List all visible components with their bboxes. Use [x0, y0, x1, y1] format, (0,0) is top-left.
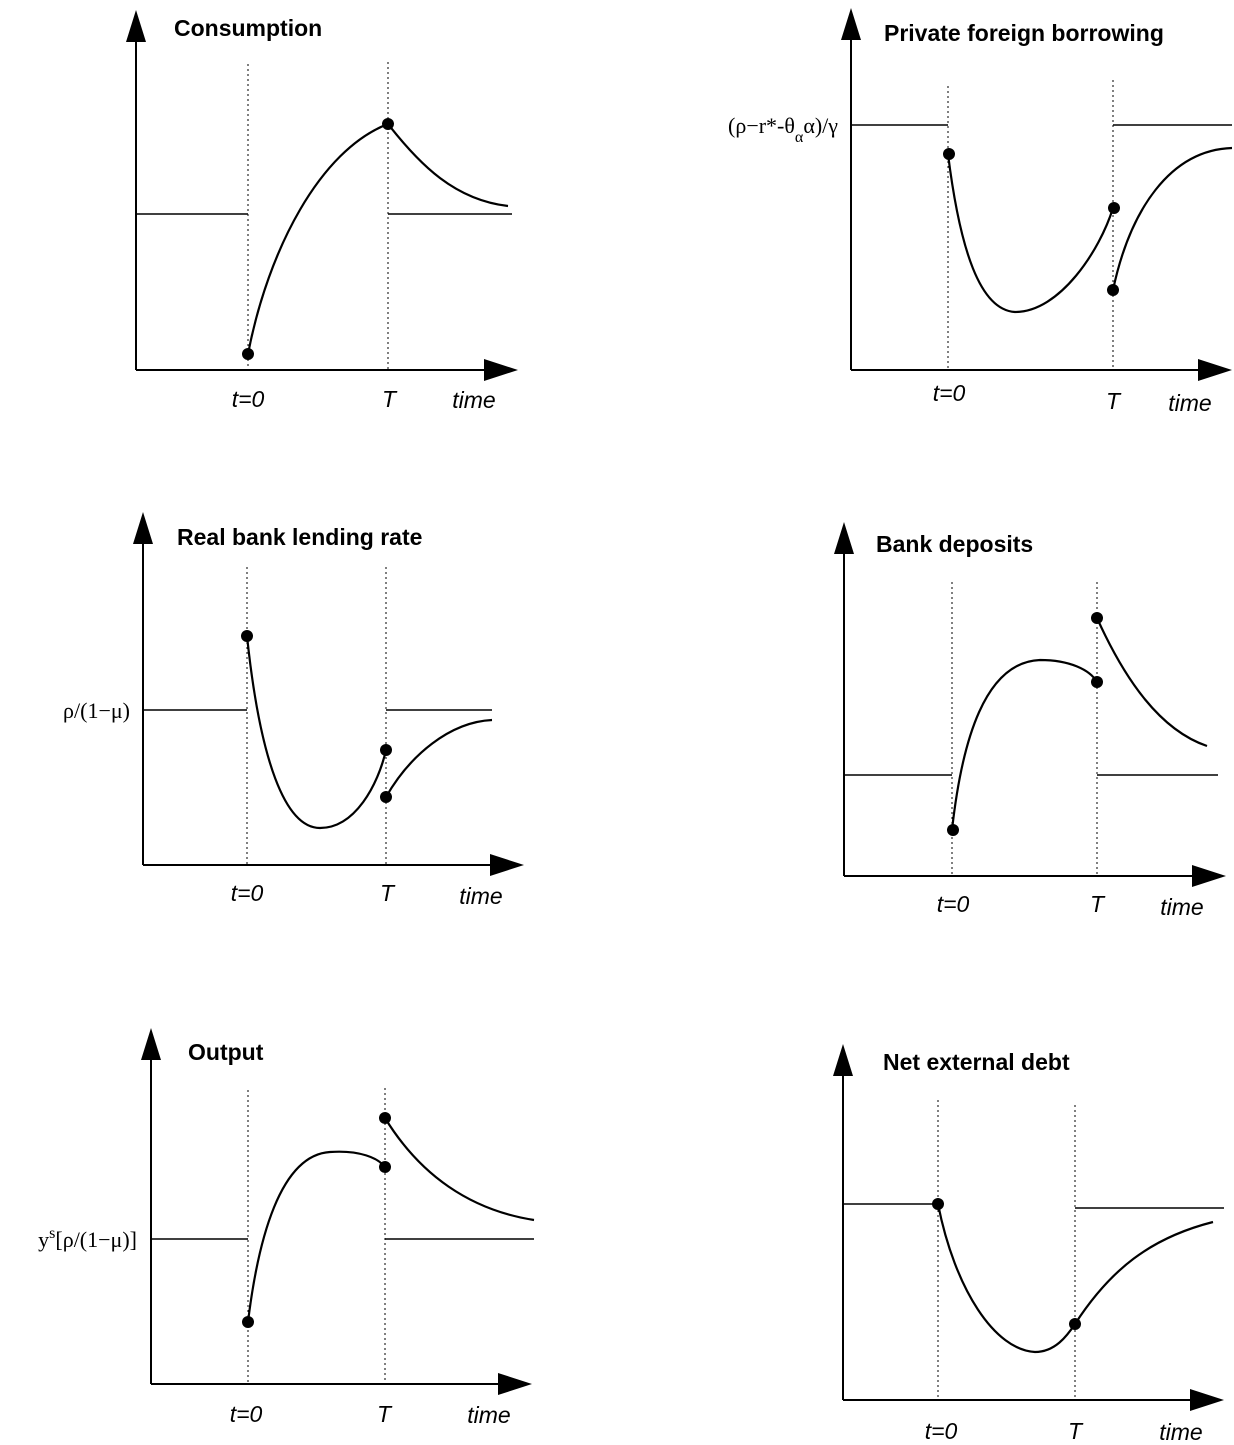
- level-label: ys[ρ/(1−μ)]: [38, 1225, 137, 1252]
- level-label: (ρ−r*-θαα)/γ: [728, 113, 838, 146]
- x-axis-arrow: [484, 359, 518, 381]
- transition-path-1: [936, 1203, 1076, 1354]
- panel-net-external-debt: Net external debt t=0 T time: [833, 1044, 1224, 1445]
- jump-point: [379, 1161, 391, 1173]
- panel-output: Output ys[ρ/(1−μ)] t=0 T time: [38, 1028, 535, 1428]
- transition-path-2: [387, 123, 509, 208]
- x-axis-label: time: [1159, 1419, 1202, 1445]
- panel-title: Consumption: [174, 15, 322, 41]
- jump-point: [1091, 676, 1103, 688]
- y-axis-arrow: [841, 8, 861, 40]
- transition-path-2: [1111, 146, 1233, 291]
- jump-point: [947, 824, 959, 836]
- tick-t0: t=0: [925, 1418, 958, 1444]
- tick-t0: t=0: [232, 386, 265, 412]
- x-axis-arrow: [1190, 1389, 1224, 1411]
- jump-point: [380, 744, 392, 756]
- y-axis-arrow: [133, 512, 153, 544]
- transition-path-1: [950, 658, 1098, 831]
- x-axis-label: time: [467, 1402, 510, 1428]
- y-axis-arrow: [834, 522, 854, 554]
- panel-bank-deposits: Bank deposits t=0 T time: [834, 522, 1226, 920]
- level-label: ρ/(1−μ): [63, 698, 130, 723]
- jump-point: [242, 1316, 254, 1328]
- panel-title: Private foreign borrowing: [884, 20, 1164, 46]
- x-axis-label: time: [1168, 390, 1211, 416]
- jump-point: [242, 348, 254, 360]
- jump-point: [379, 1112, 391, 1124]
- jump-point: [1091, 612, 1103, 624]
- tick-T: T: [1068, 1418, 1084, 1444]
- x-axis-arrow: [1192, 865, 1226, 887]
- x-axis-arrow: [498, 1373, 532, 1395]
- x-axis-label: time: [1160, 894, 1203, 920]
- jump-point: [380, 791, 392, 803]
- tick-t0: t=0: [230, 1401, 263, 1427]
- jump-point: [241, 630, 253, 642]
- panel-title: Net external debt: [883, 1049, 1070, 1075]
- tick-T: T: [382, 386, 398, 412]
- transition-path-2: [1074, 1220, 1214, 1325]
- jump-point: [943, 148, 955, 160]
- tick-t0: t=0: [937, 891, 970, 917]
- transition-path-1: [245, 635, 388, 830]
- y-axis-arrow: [126, 10, 146, 42]
- jump-point: [382, 118, 394, 130]
- jump-point: [1107, 284, 1119, 296]
- jump-point: [932, 1198, 944, 1210]
- panel-title: Bank deposits: [876, 531, 1033, 557]
- jump-point: [1069, 1318, 1081, 1330]
- panel-consumption: Consumption t=0 T time: [126, 10, 518, 413]
- x-axis-label: time: [459, 883, 502, 909]
- jump-point: [1108, 202, 1120, 214]
- x-axis-label: time: [452, 387, 495, 413]
- tick-T: T: [380, 880, 396, 906]
- tick-T: T: [1106, 388, 1122, 414]
- tick-t0: t=0: [231, 880, 264, 906]
- tick-T: T: [1090, 891, 1106, 917]
- transition-path-1: [246, 122, 389, 355]
- x-axis-arrow: [490, 854, 524, 876]
- panel-real-bank-lending-rate: Real bank lending rate ρ/(1−μ) t=0 T tim…: [63, 512, 524, 909]
- transition-path-1: [246, 1150, 386, 1323]
- transition-path-1: [946, 153, 1115, 314]
- transition-path-2: [1095, 617, 1208, 748]
- panel-private-foreign-borrowing: Private foreign borrowing (ρ−r*-θαα)/γ t…: [728, 8, 1233, 416]
- transition-path-2: [385, 718, 493, 798]
- y-axis-arrow: [141, 1028, 161, 1060]
- panel-title: Real bank lending rate: [177, 524, 422, 550]
- tick-t0: t=0: [933, 380, 966, 406]
- x-axis-arrow: [1198, 359, 1232, 381]
- tick-T: T: [377, 1401, 393, 1427]
- transition-path-2: [384, 1117, 535, 1222]
- panel-title: Output: [188, 1039, 264, 1065]
- y-axis-arrow: [833, 1044, 853, 1076]
